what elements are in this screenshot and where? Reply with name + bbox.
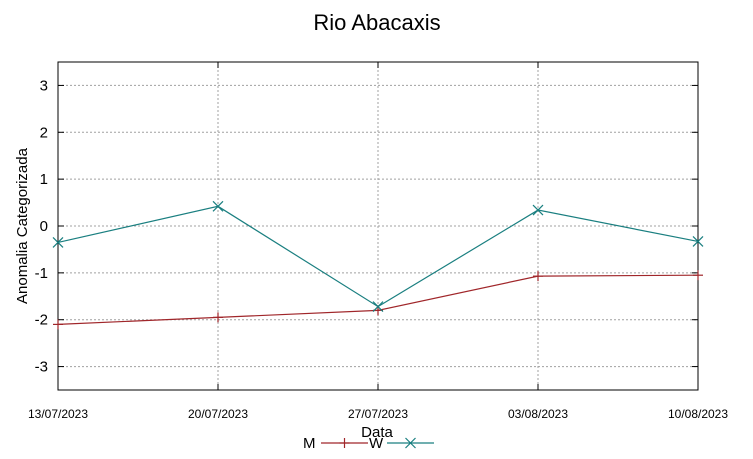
legend-marker-m (339, 438, 350, 448)
legend-marker-w (405, 437, 416, 449)
x-tick-label: 03/08/2023 (508, 407, 568, 421)
x-axis-label: Data (361, 424, 393, 441)
y-tick-label: 1 (40, 171, 48, 188)
y-tick-label: 3 (40, 77, 48, 94)
data-point-w (52, 236, 64, 248)
x-axis-ticks: 13/07/2023 20/07/2023 27/07/2023 03/08/2023… (28, 62, 728, 421)
data-point-w (692, 236, 704, 247)
x-tick-label: 13/07/2023 (28, 407, 88, 421)
x-tick-label: 10/08/2023 (668, 407, 728, 421)
y-tick-label: 2 (40, 124, 48, 141)
data-point-m (213, 312, 223, 323)
legend-label-w: W (369, 435, 384, 452)
legend-label-m: M (303, 435, 316, 452)
chart-title: Rio Abacaxis (313, 10, 440, 35)
data-point-m (53, 319, 63, 330)
data-point-m (693, 270, 703, 281)
data-point-w (212, 200, 224, 212)
y-axis-label: Anomalia Categorizada (14, 147, 31, 304)
data-point-m (533, 271, 543, 282)
y-axis-ticks: 3 2 1 0 -1 -2 -3 (35, 77, 698, 376)
series-layer (52, 200, 704, 330)
grid-lines (58, 62, 698, 390)
y-tick-label: -2 (35, 312, 48, 329)
data-point-w (372, 301, 384, 313)
x-tick-label: 27/07/2023 (348, 407, 408, 421)
y-tick-label: 0 (40, 218, 48, 235)
y-tick-label: -3 (35, 359, 48, 376)
data-point-w (532, 204, 544, 216)
x-tick-label: 20/07/2023 (188, 407, 248, 421)
y-tick-label: -1 (35, 265, 48, 282)
